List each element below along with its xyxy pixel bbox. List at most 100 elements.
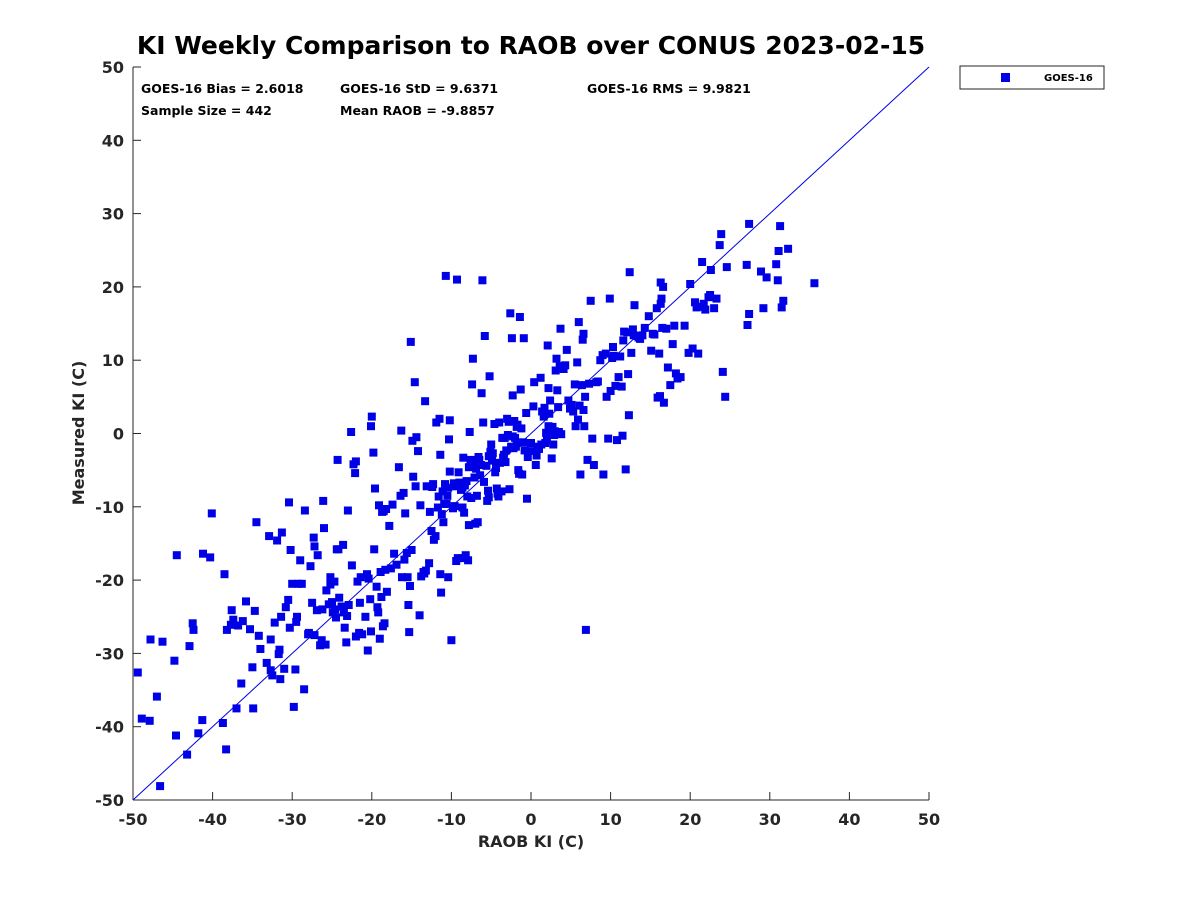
data-point	[367, 627, 375, 636]
data-point	[156, 782, 165, 791]
x-tick-label: 0	[525, 810, 536, 829]
data-point	[351, 469, 360, 478]
data-point	[380, 619, 389, 628]
chart-title: KI Weekly Comparison to RAOB over CONUS …	[137, 31, 925, 60]
data-point	[246, 625, 254, 634]
data-point	[497, 487, 506, 496]
data-point	[158, 637, 167, 646]
data-point	[281, 603, 290, 612]
data-point	[691, 298, 699, 307]
y-tick-label: -40	[95, 718, 124, 737]
data-point	[573, 358, 582, 367]
data-point	[292, 617, 301, 626]
data-point	[238, 617, 247, 626]
data-point	[377, 593, 386, 601]
data-point	[248, 663, 257, 672]
data-point	[495, 418, 504, 427]
data-point	[464, 521, 473, 530]
data-point	[554, 403, 563, 412]
data-point	[367, 412, 376, 421]
data-point	[480, 477, 488, 486]
data-point	[425, 507, 434, 516]
data-point	[275, 645, 284, 654]
data-point	[335, 593, 344, 602]
data-point	[588, 434, 597, 443]
data-point	[304, 628, 313, 637]
data-point	[549, 440, 558, 449]
data-point	[535, 444, 543, 453]
data-point	[492, 464, 500, 472]
data-point	[397, 426, 406, 435]
data-point	[476, 471, 485, 480]
data-point	[666, 381, 675, 390]
data-point	[370, 545, 379, 554]
data-point	[337, 602, 346, 611]
data-point	[438, 487, 447, 496]
data-point	[710, 304, 719, 313]
data-point	[410, 378, 419, 387]
data-point	[145, 716, 154, 725]
legend-box	[959, 65, 1105, 90]
data-point	[459, 453, 468, 462]
data-point	[416, 501, 425, 510]
data-point	[614, 373, 623, 382]
data-point	[347, 428, 356, 436]
stat-rms: GOES-16 RMS = 9.9821	[587, 81, 751, 96]
data-point	[367, 422, 375, 431]
data-point	[630, 301, 639, 310]
data-point	[496, 458, 504, 467]
data-point	[392, 560, 401, 569]
data-point	[133, 668, 142, 677]
data-point	[468, 380, 477, 389]
data-point	[375, 501, 383, 510]
data-point	[286, 546, 295, 554]
data-point	[475, 455, 484, 464]
data-point	[482, 461, 491, 470]
data-point	[220, 570, 229, 579]
data-point	[293, 612, 301, 621]
data-point	[638, 331, 647, 340]
data-point	[773, 276, 782, 285]
data-point	[388, 500, 397, 509]
data-point	[619, 336, 628, 345]
y-tick-label: 0	[113, 425, 124, 444]
y-axis-label: Measured KI (C)	[69, 361, 88, 506]
x-tick-label: -10	[437, 810, 466, 829]
data-point	[280, 664, 289, 673]
data-point	[361, 612, 370, 621]
data-point	[743, 321, 752, 329]
x-axis-ticks: -50 -40 -30 -20 -10 0 10 20 30 40 50	[119, 792, 940, 829]
data-point	[146, 635, 155, 644]
data-point	[663, 363, 672, 372]
data-point	[745, 219, 754, 228]
data-point	[659, 398, 668, 407]
data-point	[662, 324, 671, 333]
data-point	[404, 601, 413, 609]
data-point	[330, 577, 339, 586]
data-point	[353, 577, 362, 586]
data-point	[523, 453, 532, 461]
data-point	[774, 247, 783, 255]
y-axis-ticks: 50 40 30 20 10 0 -10 -20 -30 -40 -50	[95, 58, 141, 810]
data-point	[297, 579, 306, 588]
data-point	[300, 685, 309, 694]
y-tick-label: 30	[102, 205, 124, 224]
legend-marker-goes16	[1001, 73, 1010, 82]
data-point	[334, 545, 343, 554]
data-point	[627, 348, 636, 357]
data-point	[375, 634, 384, 643]
data-point	[262, 658, 271, 667]
data-point	[185, 642, 194, 651]
data-point	[557, 430, 566, 439]
data-point	[762, 273, 771, 282]
data-point	[402, 549, 411, 557]
data-point	[381, 565, 390, 574]
y-tick-label: 50	[102, 58, 124, 77]
data-point	[374, 608, 383, 617]
data-point	[436, 450, 445, 459]
data-point	[532, 451, 541, 460]
data-point	[415, 611, 424, 620]
data-point	[777, 303, 786, 312]
stat-bias: GOES-16 Bias = 2.6018	[141, 81, 303, 96]
data-point	[308, 598, 317, 607]
